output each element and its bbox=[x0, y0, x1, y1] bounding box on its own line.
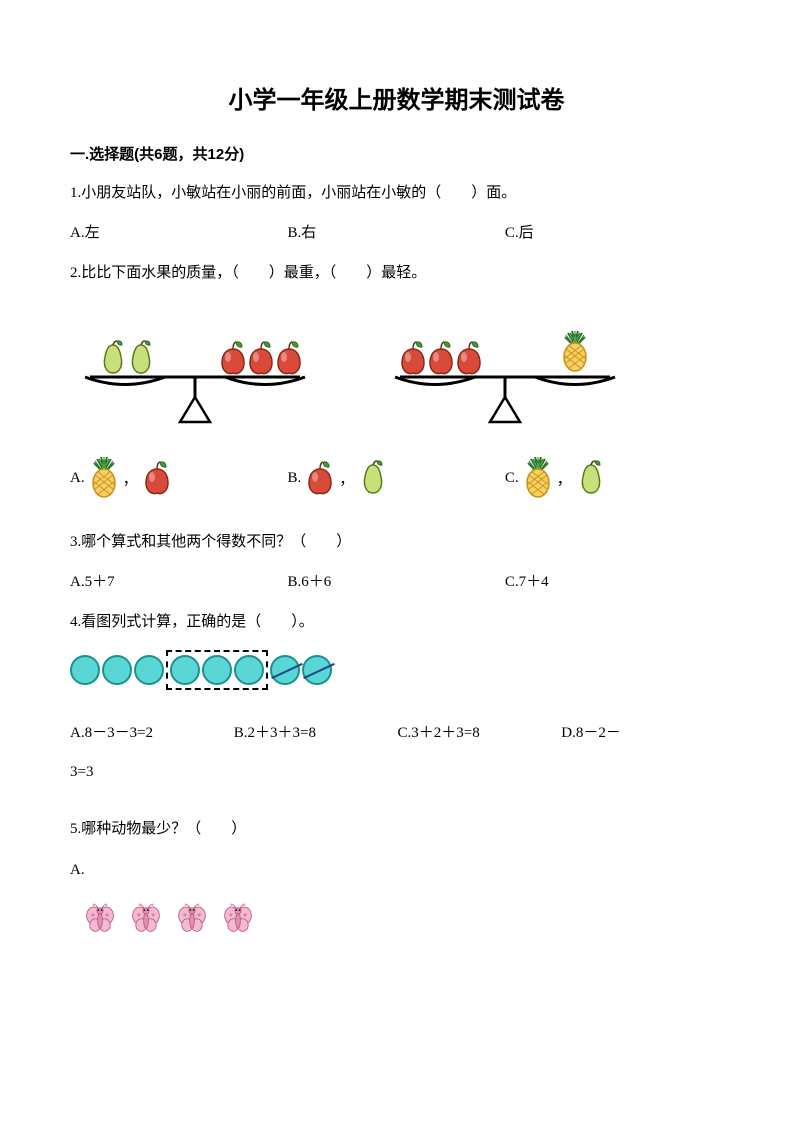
circle-icon bbox=[134, 655, 164, 685]
pear-icon bbox=[365, 461, 383, 493]
question-5-text: 5.哪种动物最少？（ ） bbox=[70, 816, 723, 843]
q2-option-a: A. ， bbox=[70, 457, 287, 499]
scale-apples-pineapple bbox=[380, 307, 630, 427]
comma: ， bbox=[123, 468, 138, 489]
circle-icon bbox=[70, 655, 100, 685]
circle-crossed-icon bbox=[270, 655, 300, 685]
q2-scale-figures bbox=[70, 307, 723, 427]
page-title: 小学一年级上册数学期末测试卷 bbox=[70, 80, 723, 115]
circle-crossed-icon bbox=[302, 655, 332, 685]
q5-option-a: A. bbox=[70, 857, 723, 884]
q2-option-c: C. ， bbox=[505, 457, 722, 499]
q3-option-a: A.5＋7 bbox=[70, 570, 287, 591]
apple-icon bbox=[458, 342, 480, 374]
q3-option-b: B.6＋6 bbox=[287, 570, 504, 591]
q2-c-label: C. bbox=[505, 470, 519, 487]
pear-icon bbox=[132, 341, 150, 373]
q2-a-label: A. bbox=[70, 470, 85, 487]
butterfly-icon bbox=[225, 903, 252, 931]
q1-option-b: B.右 bbox=[287, 221, 504, 242]
apple-icon bbox=[146, 462, 168, 494]
q1-option-a: A.左 bbox=[70, 221, 287, 242]
apple-icon bbox=[278, 342, 300, 374]
circle-icon bbox=[234, 655, 264, 685]
pear-icon bbox=[582, 461, 600, 493]
apple-icon bbox=[222, 342, 244, 374]
butterfly-icon bbox=[133, 903, 160, 931]
dashed-group bbox=[166, 650, 268, 690]
question-4-text: 4.看图列式计算，正确的是（ ）。 bbox=[70, 609, 723, 636]
comma: ， bbox=[339, 468, 354, 489]
q4-option-c: C.3＋2＋3=8 bbox=[398, 714, 558, 753]
pineapple-icon bbox=[527, 457, 549, 497]
q5-butterflies bbox=[78, 898, 723, 938]
q4-option-b: B.2＋3＋3=8 bbox=[234, 714, 394, 753]
question-1-options: A.左 B.右 C.后 bbox=[70, 221, 723, 242]
q2-option-b: B. ， bbox=[287, 459, 504, 497]
pear-icon bbox=[104, 341, 122, 373]
question-1-text: 1.小朋友站队，小敏站在小丽的前面，小丽站在小敏的（ ）面。 bbox=[70, 180, 723, 207]
pineapple-icon bbox=[93, 457, 115, 497]
question-4-options: A.8－3－3=2 B.2＋3＋3=8 C.3＋2＋3=8 D.8－2－ 3=3 bbox=[70, 714, 723, 792]
circle-icon bbox=[202, 655, 232, 685]
q1-option-c: C.后 bbox=[505, 221, 722, 242]
q2-b-label: B. bbox=[287, 470, 301, 487]
q4-option-d-part2: 3=3 bbox=[70, 753, 93, 792]
circle-icon bbox=[102, 655, 132, 685]
pineapple-icon bbox=[564, 331, 586, 371]
question-3-text: 3.哪个算式和其他两个得数不同？（ ） bbox=[70, 529, 723, 556]
apple-icon bbox=[250, 342, 272, 374]
q4-figure bbox=[70, 650, 723, 690]
butterfly-icon bbox=[179, 903, 206, 931]
circle-icon bbox=[170, 655, 200, 685]
section-header: 一.选择题(共6题，共12分) bbox=[70, 143, 723, 164]
q3-option-c: C.7＋4 bbox=[505, 570, 722, 591]
apple-icon bbox=[402, 342, 424, 374]
exam-page: 小学一年级上册数学期末测试卷 一.选择题(共6题，共12分) 1.小朋友站队，小… bbox=[0, 0, 793, 1122]
apple-icon bbox=[309, 462, 331, 494]
comma: ， bbox=[557, 468, 572, 489]
question-2-options: A. ， B. ， C. ， bbox=[70, 457, 723, 499]
question-2-text: 2.比比下面水果的质量，（ ）最重，（ ）最轻。 bbox=[70, 260, 723, 287]
q4-option-d-part1: D.8－2－ bbox=[561, 714, 621, 753]
scale-pears-apples bbox=[70, 307, 320, 427]
apple-icon bbox=[430, 342, 452, 374]
butterfly-icon bbox=[87, 903, 114, 931]
question-3-options: A.5＋7 B.6＋6 C.7＋4 bbox=[70, 570, 723, 591]
q4-option-a: A.8－3－3=2 bbox=[70, 714, 230, 753]
